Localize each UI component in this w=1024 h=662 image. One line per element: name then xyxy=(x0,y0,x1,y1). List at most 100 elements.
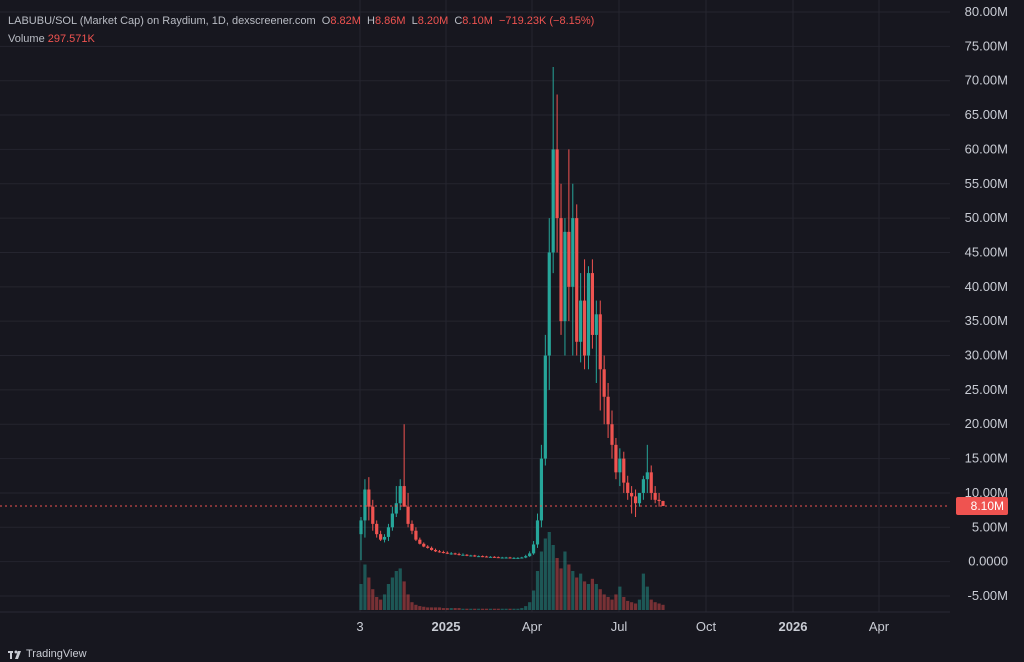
candle-body xyxy=(390,513,394,528)
candle-body xyxy=(539,458,544,521)
volume-bar xyxy=(555,558,559,610)
candle-body xyxy=(528,553,532,557)
legend-low-key: L xyxy=(411,15,418,27)
legend-close-value: 8.10M xyxy=(462,15,493,27)
volume-bar xyxy=(359,584,363,610)
candle-body xyxy=(453,553,457,555)
y-tick-label: 25.00M xyxy=(965,382,1008,397)
candle-body xyxy=(586,273,591,356)
volume-bar xyxy=(543,538,547,610)
volume-bar xyxy=(418,606,422,610)
volume-bar xyxy=(402,581,406,610)
candle-body xyxy=(382,536,387,540)
candle-body xyxy=(469,555,473,557)
y-tick-label: 35.00M xyxy=(965,313,1008,328)
candle-body xyxy=(618,458,622,473)
candle-body xyxy=(508,557,512,559)
legend-high-value: 8.86M xyxy=(374,15,406,27)
volume-bar xyxy=(367,577,371,610)
candle-body xyxy=(579,300,583,342)
volume-bar xyxy=(641,573,645,610)
y-tick-label: 50.00M xyxy=(965,210,1008,225)
volume-bar xyxy=(618,586,622,610)
volume-bar xyxy=(539,551,544,610)
x-tick-label: 2026 xyxy=(779,619,808,634)
candle-body xyxy=(371,506,375,524)
volume-bar xyxy=(484,608,489,610)
chart-legend: LABUBU/SOL (Market Cap) on Raydium, 1D, … xyxy=(8,12,594,48)
volume-bar xyxy=(571,571,575,610)
x-tick-label: Apr xyxy=(522,619,543,634)
y-tick-label: 55.00M xyxy=(965,176,1008,191)
volume-bar xyxy=(445,608,449,610)
volume-bar xyxy=(512,608,516,610)
volume-bar xyxy=(504,608,508,610)
tradingview-attribution[interactable]: TradingView xyxy=(8,648,87,660)
candle-body xyxy=(547,252,551,356)
candle-body xyxy=(543,355,547,459)
candle-body xyxy=(473,555,477,557)
volume-bar xyxy=(661,604,665,610)
volume-bar xyxy=(645,586,649,610)
candle-body xyxy=(594,314,598,335)
volume-bar xyxy=(449,608,453,610)
y-tick-label: 70.00M xyxy=(965,73,1008,88)
volume-bar xyxy=(637,599,642,610)
y-tick-label: 45.00M xyxy=(965,244,1008,259)
grid-layer xyxy=(0,0,950,612)
volume-bar xyxy=(551,545,555,610)
candle-body xyxy=(394,503,398,514)
candle-body xyxy=(398,486,402,504)
candle-body xyxy=(520,557,524,559)
candle-layer xyxy=(359,66,665,561)
candle-body xyxy=(418,539,422,544)
candle-body xyxy=(379,534,383,540)
volume-bar xyxy=(429,607,434,610)
y-tick-label: 0.0000 xyxy=(968,554,1008,569)
volume-bar xyxy=(575,577,579,610)
volume-bar xyxy=(626,600,630,610)
volume-bar xyxy=(630,602,634,610)
y-tick-label: -5.00M xyxy=(968,588,1008,603)
legend-volume-value: 297.571K xyxy=(47,33,95,45)
candle-body xyxy=(500,557,504,559)
candle-body xyxy=(386,527,391,537)
candle-body xyxy=(590,273,595,335)
candle-body xyxy=(512,557,516,559)
volume-bar xyxy=(598,589,602,610)
volume-bar xyxy=(394,571,398,610)
volume-bar xyxy=(379,599,383,610)
legend-low-value: 8.20M xyxy=(417,15,449,27)
volume-bar xyxy=(559,568,563,610)
volume-bar xyxy=(398,568,402,610)
legend-open-value: 8.82M xyxy=(330,15,361,27)
candle-body xyxy=(653,492,657,500)
volume-bar xyxy=(488,608,493,610)
volume-bar xyxy=(520,608,524,610)
volume-bar xyxy=(653,602,657,610)
volume-bar xyxy=(461,608,465,610)
y-tick-label: 5.00M xyxy=(972,519,1008,534)
time-axis[interactable]: 3 2025 Apr Jul Oct 2026 Apr xyxy=(0,611,950,634)
volume-bar xyxy=(433,607,438,610)
volume-bar xyxy=(469,608,473,610)
legend-symbol-title: LABUBU/SOL (Market Cap) on Raydium, 1D, … xyxy=(8,15,316,27)
legend-open-key: O xyxy=(321,15,331,27)
y-tick-label: 60.00M xyxy=(965,141,1008,156)
volume-bar xyxy=(594,584,598,610)
legend-volume-row: Volume 297.571K xyxy=(8,30,594,48)
volume-bar xyxy=(633,603,638,610)
candle-body xyxy=(461,554,465,556)
volume-bar xyxy=(437,607,442,610)
candle-body xyxy=(496,557,500,559)
price-axis[interactable]: 80.00M 75.00M 70.00M 65.00M 60.00M 55.00M 50.0… xyxy=(965,4,1008,603)
volume-bar xyxy=(480,608,485,610)
candle-body xyxy=(457,554,461,556)
legend-close-key: C xyxy=(454,15,463,27)
candle-body xyxy=(657,499,661,502)
volume-bar xyxy=(371,589,375,610)
candle-body xyxy=(449,553,453,555)
y-tick-label: 30.00M xyxy=(965,348,1008,363)
